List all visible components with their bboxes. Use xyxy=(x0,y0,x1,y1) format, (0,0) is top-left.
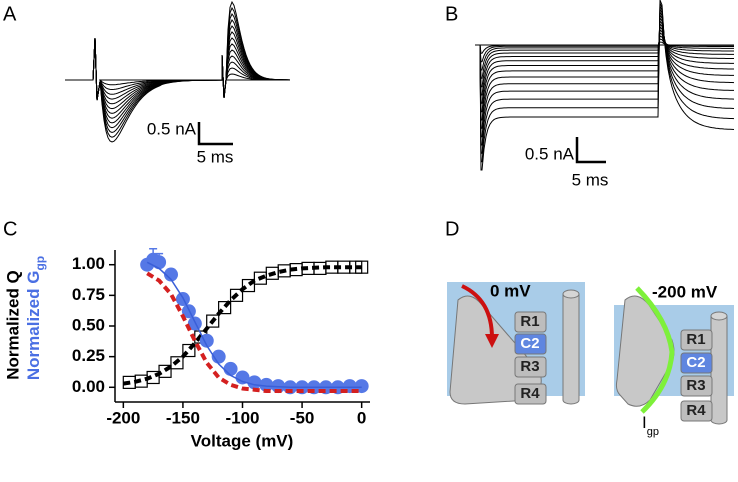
point xyxy=(164,267,179,282)
cylinder-top xyxy=(562,289,580,299)
point xyxy=(259,377,274,392)
point xyxy=(211,349,226,364)
segment-box xyxy=(514,356,547,378)
segment-label: R1 xyxy=(686,331,705,348)
point xyxy=(355,260,369,274)
current-main: I xyxy=(642,413,647,432)
trace xyxy=(475,22,734,104)
cylinder xyxy=(562,294,580,405)
point xyxy=(152,255,167,270)
scale-bar xyxy=(575,137,606,164)
trace xyxy=(475,41,734,54)
panel-label: C xyxy=(3,218,17,240)
segment-label: R4 xyxy=(686,402,706,419)
segment-box xyxy=(680,329,713,351)
segment-label: C2 xyxy=(520,335,539,352)
cylinder xyxy=(710,316,728,425)
panel-label: B xyxy=(445,3,458,25)
point xyxy=(187,316,202,331)
point xyxy=(218,301,232,315)
segment-label: C2 xyxy=(686,354,705,371)
trace xyxy=(475,0,735,171)
point xyxy=(158,364,172,378)
segment-box xyxy=(514,311,547,333)
scale-bars xyxy=(197,122,606,164)
y-tick-label: 0.25 xyxy=(72,346,105,365)
trace xyxy=(475,16,734,121)
arrowhead xyxy=(485,334,499,348)
x-tick-label: -200 xyxy=(106,408,140,427)
y-axis-label: Normalized Q xyxy=(3,270,22,380)
voltage-label: -200 mV xyxy=(652,282,718,301)
trace xyxy=(65,37,290,105)
y-tick-label: 1.00 xyxy=(72,254,105,273)
segment-label: R4 xyxy=(520,385,540,402)
segment-label: R3 xyxy=(520,358,539,375)
diagram xyxy=(447,282,734,425)
trace xyxy=(475,13,735,129)
segment-box xyxy=(514,333,547,355)
voltage-label: 0 mV xyxy=(490,281,531,300)
point xyxy=(229,288,244,302)
trace xyxy=(475,5,735,154)
segment-box xyxy=(680,400,713,422)
y-label-sub: gp xyxy=(33,256,47,271)
arrow xyxy=(461,284,494,339)
scale-label: 5 ms xyxy=(197,147,234,166)
trace xyxy=(475,2,735,163)
fit-line xyxy=(146,271,362,393)
x-tick-label: -150 xyxy=(166,408,200,427)
segment-box xyxy=(680,352,713,374)
x-tick-label: 0 xyxy=(357,408,366,427)
trace xyxy=(65,0,290,143)
y-tick-label: 0.75 xyxy=(72,285,105,304)
segment-label: R1 xyxy=(520,313,539,330)
current-label: Igp xyxy=(642,413,659,437)
trace xyxy=(475,35,734,71)
fit-line xyxy=(146,261,362,389)
trace xyxy=(475,25,734,96)
trace xyxy=(475,28,734,88)
traces-a xyxy=(65,0,291,143)
trace xyxy=(475,32,734,79)
segment-box xyxy=(680,375,713,397)
current-sub: gp xyxy=(647,426,659,438)
scale-bar xyxy=(197,122,233,146)
point xyxy=(182,343,196,358)
y-tick-label: 0.50 xyxy=(72,315,105,334)
point xyxy=(206,314,220,328)
point xyxy=(235,370,250,385)
trace xyxy=(475,8,735,146)
panel-label: A xyxy=(3,3,17,25)
x-axis-label: Voltage (mV) xyxy=(191,431,294,450)
scale-label: 0.5 nA xyxy=(525,144,575,163)
x-tick-label: -50 xyxy=(290,408,315,427)
trace xyxy=(475,38,734,63)
arrow xyxy=(635,286,675,414)
y-label-main: Normalized G xyxy=(24,271,43,381)
segment-box xyxy=(514,383,547,405)
trace xyxy=(475,10,734,138)
scale-label: 5 ms xyxy=(572,170,609,189)
x-tick-label: -100 xyxy=(225,408,259,427)
trace xyxy=(475,19,734,113)
point xyxy=(223,361,238,376)
y-axis-label: Normalized Ggp xyxy=(24,256,47,380)
point xyxy=(170,356,184,370)
cylinder-top xyxy=(710,311,728,321)
segment-label: R3 xyxy=(686,377,705,394)
point xyxy=(241,278,256,293)
point xyxy=(247,375,262,390)
panel-label: D xyxy=(445,218,459,240)
scale-label: 0.5 nA xyxy=(147,119,197,138)
y-tick-label: 0.00 xyxy=(72,377,105,396)
traces-b xyxy=(475,0,735,171)
